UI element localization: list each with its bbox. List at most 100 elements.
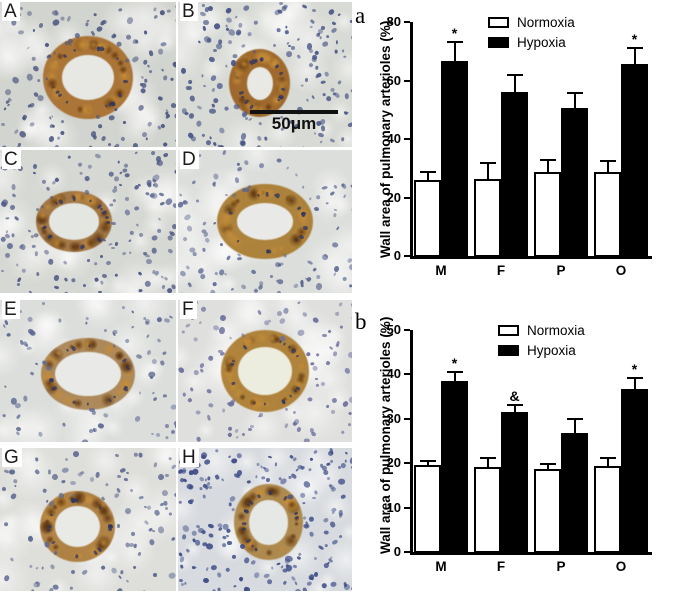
y-tick — [404, 329, 410, 331]
nucleus — [227, 432, 233, 438]
nucleus — [18, 129, 28, 139]
nucleus — [282, 307, 290, 314]
nucleus — [320, 582, 328, 590]
nucleus — [117, 574, 122, 579]
nucleus — [102, 47, 106, 52]
nucleus — [123, 120, 127, 124]
nucleus — [33, 233, 40, 239]
significance-marker: * — [631, 30, 638, 47]
nucleus — [204, 139, 212, 147]
nucleus — [146, 505, 153, 511]
nucleus — [287, 345, 292, 350]
nucleus — [343, 194, 347, 199]
nucleus — [162, 142, 169, 147]
nucleus — [305, 77, 309, 82]
nucleus — [216, 572, 222, 578]
nucleus — [310, 94, 315, 100]
nucleus — [232, 584, 237, 589]
nucleus — [110, 566, 118, 575]
nucleus — [93, 262, 98, 266]
nucleus — [170, 429, 176, 435]
nucleus — [51, 385, 58, 391]
nucleus — [329, 520, 336, 528]
nucleus — [43, 249, 50, 256]
nucleus — [276, 27, 281, 32]
nucleus — [306, 260, 314, 266]
nucleus — [157, 48, 163, 55]
legend-swatch-hypoxia — [488, 37, 509, 48]
nucleus — [300, 211, 307, 217]
vessel-lumen — [62, 55, 114, 100]
nucleus — [328, 346, 334, 351]
nucleus — [317, 545, 325, 551]
nucleus — [168, 513, 172, 516]
nucleus — [302, 515, 307, 521]
scale-bar-label: 50μm — [271, 114, 317, 133]
nucleus — [303, 438, 310, 442]
nucleus — [9, 469, 15, 474]
nucleus — [102, 412, 109, 419]
nucleus — [293, 389, 297, 393]
nucleus — [277, 145, 282, 147]
bar-a-p-hypoxia — [561, 108, 588, 257]
nucleus — [212, 22, 221, 31]
error-bar — [566, 417, 583, 434]
nucleus — [135, 353, 143, 360]
nucleus — [193, 336, 198, 342]
nucleus — [172, 201, 176, 209]
nucleus — [26, 315, 34, 323]
error-bar-stem — [486, 161, 489, 180]
nucleus — [282, 342, 286, 346]
nucleus — [313, 449, 319, 455]
nucleus — [285, 166, 290, 171]
nucleus — [187, 112, 195, 120]
y-tick-label: 10 — [386, 499, 401, 515]
scale-bar-line — [250, 110, 338, 114]
nucleus — [309, 427, 315, 433]
nucleus — [341, 136, 345, 141]
nucleus — [275, 158, 282, 163]
nucleus — [123, 79, 129, 84]
nucleus — [247, 428, 252, 432]
nucleus — [307, 396, 313, 402]
nucleus — [313, 571, 320, 578]
nucleus — [174, 139, 176, 143]
nucleus — [75, 554, 79, 559]
nucleus — [272, 43, 277, 48]
nucleus — [329, 138, 336, 143]
nucleus — [333, 212, 337, 218]
nucleus — [342, 110, 348, 116]
nucleus — [231, 507, 235, 511]
nucleus — [164, 435, 170, 440]
nuclei-layer — [178, 150, 352, 293]
nucleus — [42, 488, 48, 494]
nuclei-layer — [0, 2, 176, 147]
nucleus — [178, 192, 182, 197]
nucleus — [320, 253, 330, 262]
nucleus — [37, 22, 44, 28]
nucleus — [187, 397, 193, 403]
nucleus — [161, 284, 165, 289]
nucleus — [267, 455, 272, 459]
nucleus — [45, 77, 49, 82]
nucleus — [114, 241, 119, 246]
nucleus — [167, 572, 176, 580]
nucleus — [218, 39, 223, 45]
nucleus — [134, 151, 138, 154]
nucleus — [110, 246, 115, 250]
nucleus — [324, 360, 331, 366]
micrograph-grid: A B 50μm C D E F G H — [0, 2, 352, 591]
y-tick — [404, 21, 410, 23]
nucleus — [35, 207, 39, 212]
error-bar-cap — [626, 376, 643, 379]
nucleus — [61, 479, 66, 484]
nucleus — [130, 310, 135, 315]
nucleus — [335, 343, 340, 348]
nucleus — [107, 142, 112, 147]
vessel-lumen — [55, 351, 121, 396]
y-tick — [404, 417, 410, 420]
x-tick-label-o: O — [615, 559, 627, 574]
y-tick — [404, 506, 410, 509]
nucleus — [27, 536, 34, 543]
